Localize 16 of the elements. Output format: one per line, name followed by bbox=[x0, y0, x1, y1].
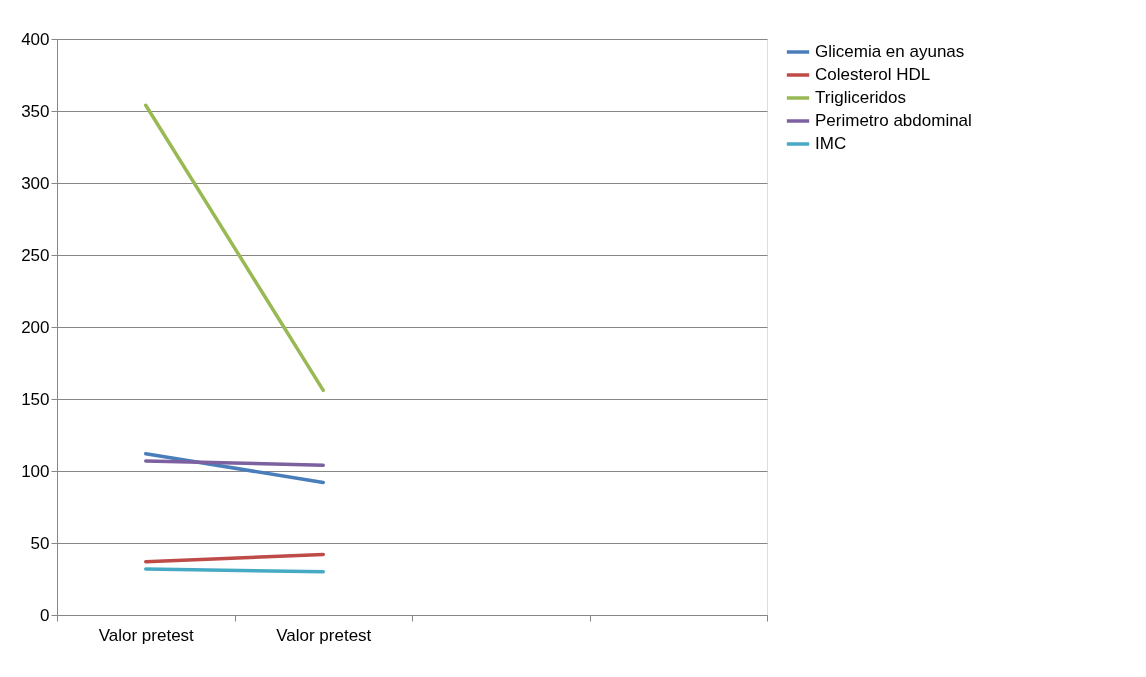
y-tick-label: 400 bbox=[21, 29, 50, 49]
y-tick-label: 200 bbox=[21, 317, 50, 337]
y-tick-label: 50 bbox=[30, 533, 50, 553]
y-tick-label: 150 bbox=[21, 389, 50, 409]
y-tick-label: 350 bbox=[21, 101, 50, 121]
y-tick-label: 0 bbox=[40, 605, 50, 625]
y-tick-label: 250 bbox=[21, 245, 50, 265]
legend-label: Perimetro abdominal bbox=[815, 111, 972, 130]
y-tick-label: 300 bbox=[21, 173, 50, 193]
legend-label: Trigliceridos bbox=[815, 88, 907, 107]
legend-label: IMC bbox=[815, 134, 847, 153]
legend-label: Colesterol HDL bbox=[815, 65, 931, 84]
legend-label: Glicemia en ayunas bbox=[815, 42, 965, 61]
x-tick-label: Valor pretest bbox=[98, 625, 195, 645]
y-tick-label: 100 bbox=[21, 461, 50, 481]
x-tick-label: Valor pretest bbox=[276, 625, 372, 645]
